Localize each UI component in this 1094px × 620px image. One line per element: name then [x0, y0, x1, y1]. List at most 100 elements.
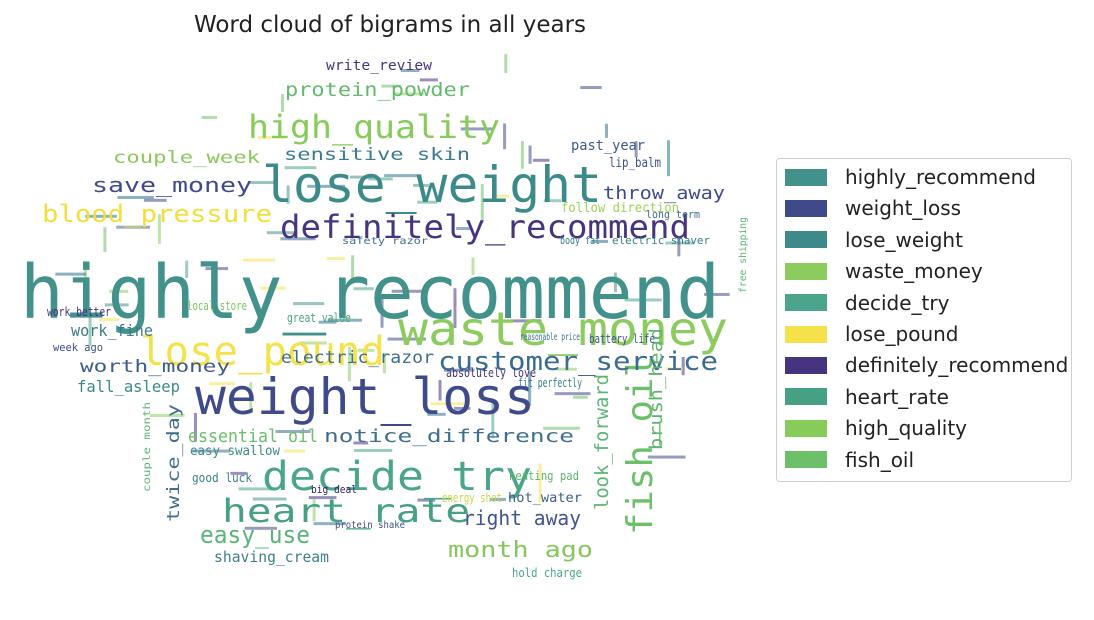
legend-item: heart_rate [785, 385, 949, 409]
filler-word [248, 181, 278, 185]
word-easy-swallow: easy swallow [190, 444, 280, 459]
word-easy-use: easy_use [200, 521, 310, 549]
filler-word [417, 498, 436, 502]
filler-word [308, 496, 337, 500]
word-twice-day: twice_day [164, 404, 184, 522]
filler-word [244, 526, 277, 530]
filler-word [284, 166, 317, 170]
filler-word [460, 127, 494, 131]
word-month-ago: month ago [448, 538, 593, 563]
word-past-year: past_year [571, 138, 645, 154]
filler-word [368, 177, 393, 181]
word-local-store: local store [187, 299, 247, 313]
word-work-fine: work_fine [71, 321, 153, 340]
legend-swatch [785, 356, 827, 374]
filler-word [353, 287, 374, 291]
word-electric-shaver: electric shaver [612, 234, 710, 247]
word-electric-razor: electric_razor [281, 348, 434, 368]
filler-word [201, 115, 218, 119]
word-hold-charge: hold charge [512, 566, 582, 580]
filler-word [83, 267, 87, 295]
filler-word [192, 449, 230, 453]
filler-word [666, 140, 670, 177]
filler-word [647, 455, 686, 459]
legend-swatch [785, 294, 827, 312]
legend-item: fish_oil [785, 448, 914, 472]
legend-item: lose_weight [785, 228, 963, 252]
legend-item: decide_try [785, 291, 949, 315]
word-sensitive-skin: sensitive skin [284, 145, 470, 165]
word-waste-money: waste_money [398, 302, 728, 356]
legend-swatch [785, 231, 827, 249]
word-save-money: save_money [92, 173, 252, 197]
filler-word [257, 136, 288, 140]
filler-word [193, 412, 197, 442]
word-look-forward: look_forward [591, 374, 613, 510]
legend-label: decide_try [845, 290, 950, 315]
filler-word [293, 302, 325, 306]
legend-label: fish_oil [845, 447, 915, 472]
word-weight-loss: weight_loss [195, 368, 535, 426]
word-worth-money: worth_money [80, 357, 230, 377]
filler-word [157, 214, 161, 244]
filler-word [266, 231, 296, 235]
word-reasonable-price: reasonable price [520, 332, 580, 343]
filler-word [605, 123, 609, 138]
legend-swatch [785, 451, 827, 469]
filler-word [554, 392, 591, 396]
filler-word [380, 297, 384, 328]
filler-word [149, 413, 185, 417]
legend-item: definitely_recommend [785, 353, 1068, 377]
filler-word [543, 199, 562, 203]
legend-item: highly_recommend [785, 165, 1036, 189]
filler-word [677, 236, 681, 257]
word-throw-away: throw_away [603, 183, 725, 204]
filler-word [555, 367, 577, 371]
word-lose-pound: lose_pound [140, 329, 385, 375]
filler-word [284, 449, 305, 453]
word-week-ago: week ago [53, 341, 103, 354]
word-absolutely-love: absolutely love [446, 366, 536, 380]
filler-word [504, 54, 508, 73]
filler-word [252, 497, 287, 501]
filler-word [417, 200, 438, 204]
filler-word [634, 141, 638, 158]
filler-word [99, 318, 120, 322]
filler-word [307, 184, 346, 188]
word-blood-pressure: blood_pressure [42, 200, 272, 228]
filler-word [443, 368, 475, 372]
filler-word [109, 289, 129, 293]
word-cloud: highly_recommend weight_loss lose_weightwa… [20, 54, 749, 580]
legend-swatch [785, 419, 827, 437]
word-protein-powder: protein_powder [285, 79, 470, 101]
filler-word [543, 426, 580, 430]
filler-word [453, 406, 471, 410]
filler-word [312, 498, 316, 522]
word-safety-razor: safety razor [342, 236, 428, 247]
filler-word [104, 303, 129, 307]
word-brush-head: brush_head [646, 328, 667, 450]
filler-word [591, 239, 608, 243]
word-big-deal: big deal [311, 483, 357, 496]
legend-swatch [785, 325, 827, 343]
filler-word [243, 258, 276, 262]
filler-word [471, 257, 475, 276]
word-essential-oil: essential oil [188, 426, 318, 447]
word-shaving-cream: shaving_cream [214, 548, 329, 566]
word-work-better: work better [47, 305, 111, 319]
word-fit-perfectly: fit perfectly [518, 376, 582, 390]
word-heart-rate: heart_rate [222, 492, 470, 530]
legend-swatch [785, 388, 827, 406]
filler-word [209, 382, 236, 386]
word-follow-direction: follow direction [561, 201, 679, 216]
legend-label: lose_pound [845, 322, 959, 346]
filler-word [624, 298, 662, 302]
legend-label: definitely_recommend [845, 353, 1069, 378]
filler-word [387, 337, 427, 341]
filler-word [580, 86, 602, 90]
filler-word [382, 352, 386, 374]
filler-word [349, 175, 373, 179]
filler-word [538, 463, 542, 503]
legend-swatch [785, 168, 827, 186]
filler-word [117, 195, 154, 199]
